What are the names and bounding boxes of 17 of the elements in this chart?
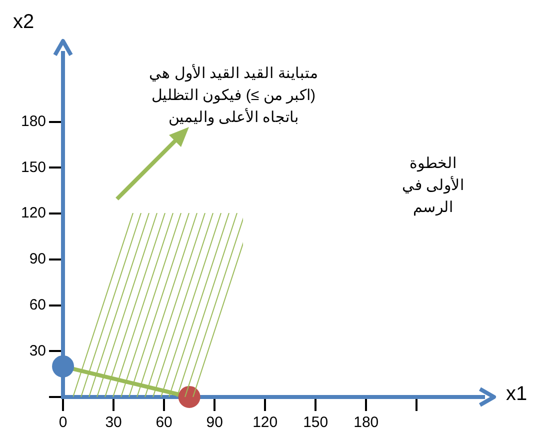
y-tick-label: 30 [29,342,46,360]
annotation: متباينة القيد القيد الأول هي (اكبر من ≥) فيكون التظليل باتجاه الأعلى واليمين [148,63,319,128]
x-tick-label: 60 [156,414,172,432]
x-tick-label: 30 [105,414,122,432]
x-tick-label: 150 [303,414,328,432]
y-tick-label: 60 [29,296,46,314]
y-tick-label: 90 [29,250,46,268]
y-tick-label: 120 [20,204,46,222]
y-tick-label: 150 [20,158,46,176]
y-axis-title: x2 [13,11,34,34]
x-axis-title: x1 [506,383,528,406]
annotation: الخطوة الأولى في الرسم [400,154,466,218]
x-tick-label: 180 [354,414,379,432]
x-tick-label: 120 [252,414,278,432]
x-tick-label: 0 [58,414,68,432]
x-tick-label: 90 [206,414,223,432]
y-tick-label: 180 [20,112,46,130]
